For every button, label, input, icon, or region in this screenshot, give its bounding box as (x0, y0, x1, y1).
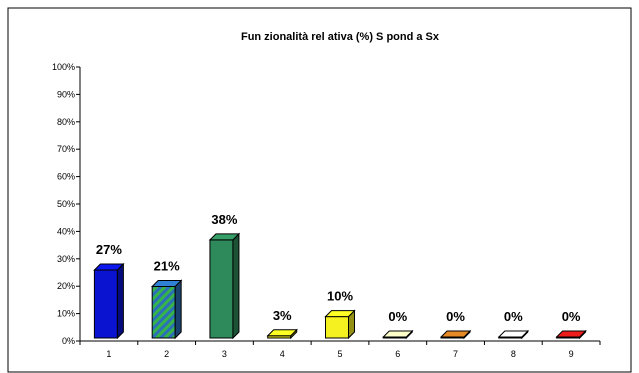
x-tick-label: 8 (511, 349, 516, 359)
bar-top (266, 329, 298, 337)
bar-1 (93, 262, 125, 340)
x-tick-label: 9 (569, 349, 574, 359)
bar-top (382, 330, 414, 338)
x-tick-label: 6 (395, 349, 400, 359)
bar-front (325, 316, 349, 339)
y-tick-label: 50% (57, 199, 75, 209)
bar-top (150, 279, 183, 287)
data-label: 0% (504, 309, 523, 324)
chart-title: Fun zionalità rel ativa (%) S pond a Sx (241, 31, 440, 43)
bar-top (497, 330, 530, 338)
bar-5 (324, 309, 356, 340)
data-label: 27% (96, 242, 122, 257)
data-label: 0% (388, 309, 407, 324)
bar-front (93, 269, 118, 339)
data-label: 38% (211, 212, 237, 227)
data-label: 3% (273, 308, 292, 323)
bar-4 (266, 328, 298, 340)
x-tick-label: 7 (453, 349, 458, 359)
bar-8 (497, 329, 530, 340)
y-tick-label: 90% (57, 89, 75, 99)
x-tick-label: 5 (337, 349, 342, 359)
bar-front (209, 239, 234, 339)
y-tick-label: 40% (57, 226, 75, 236)
y-tick-label: 70% (57, 144, 75, 154)
bar-top (555, 330, 587, 338)
x-tick-label: 4 (280, 349, 285, 359)
x-tick-label: 3 (222, 349, 227, 359)
bar-top (208, 233, 241, 241)
data-label: 0% (446, 309, 465, 324)
y-tick-label: 80% (57, 117, 75, 127)
x-tick-label: 1 (106, 349, 111, 359)
y-tick-label: 30% (57, 254, 75, 264)
axes: 0%10%20%30%40%50%60%70%80%90%100%1 2 3 4 5 6 7… (52, 62, 601, 359)
value-labels: 27% 21% 38% 3% 10% 0% 0% 0% 0% (96, 212, 581, 324)
bar-3 (208, 232, 241, 340)
data-label: 0% (562, 309, 581, 324)
bar-2 (150, 279, 183, 340)
bar-side (116, 262, 124, 340)
bar-side (232, 232, 240, 340)
x-tick-label: 2 (164, 349, 169, 359)
y-tick-label: 60% (57, 172, 75, 182)
y-tick-label: 20% (57, 281, 75, 291)
data-label: 21% (154, 258, 180, 273)
bar-top (439, 330, 472, 338)
data-label: 10% (327, 289, 353, 304)
bar-6 (382, 329, 414, 340)
y-tick-label: 100% (52, 62, 75, 72)
bars (93, 232, 587, 340)
bar-top (324, 310, 356, 318)
y-tick-label: 10% (57, 309, 75, 319)
bar-top (93, 263, 125, 271)
bar-7 (439, 329, 472, 340)
bar-9 (555, 329, 587, 340)
y-tick-label: 0% (62, 336, 75, 346)
bar-side (174, 279, 182, 340)
bar-front (151, 285, 176, 339)
